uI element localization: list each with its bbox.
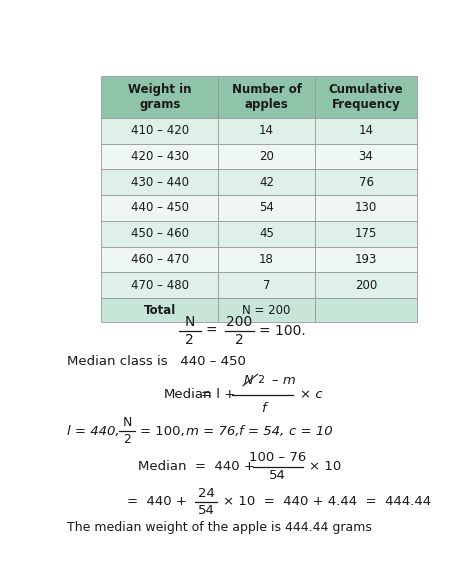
Text: × c: × c <box>300 388 322 401</box>
Text: 470 – 480: 470 – 480 <box>131 279 189 291</box>
Text: Median  =  440 +: Median = 440 + <box>138 460 255 473</box>
Text: Median class is   440 – 450: Median class is 440 – 450 <box>66 355 246 368</box>
Text: 42: 42 <box>259 176 274 189</box>
Text: 193: 193 <box>355 253 377 266</box>
Text: 24: 24 <box>198 487 215 500</box>
Text: = l +: = l + <box>201 388 235 401</box>
Text: 2: 2 <box>123 433 131 446</box>
Bar <box>101 247 219 272</box>
Text: 45: 45 <box>259 227 274 240</box>
Bar <box>219 76 315 118</box>
Bar <box>315 247 418 272</box>
Bar <box>315 118 418 143</box>
Bar <box>315 272 418 298</box>
Text: 200: 200 <box>226 315 252 329</box>
Bar <box>315 76 418 118</box>
Text: × 10: × 10 <box>309 460 341 473</box>
Bar <box>101 221 219 247</box>
Bar <box>315 169 418 195</box>
Bar <box>101 195 219 221</box>
Text: 76: 76 <box>358 176 374 189</box>
Text: 100 – 76: 100 – 76 <box>249 452 307 464</box>
Text: – m: – m <box>272 373 296 386</box>
Bar <box>101 76 219 118</box>
Text: 440 – 450: 440 – 450 <box>131 202 189 214</box>
Text: l = 440,: l = 440, <box>66 425 119 438</box>
Text: f: f <box>261 402 265 415</box>
Bar <box>101 298 219 323</box>
Text: Total: Total <box>144 304 176 317</box>
Text: =  440 +: = 440 + <box>127 495 187 509</box>
Text: 18: 18 <box>259 253 274 266</box>
Bar <box>315 195 418 221</box>
Text: 20: 20 <box>259 150 274 163</box>
Text: 2: 2 <box>258 375 265 385</box>
Text: 54: 54 <box>198 504 215 517</box>
Text: N: N <box>122 416 132 429</box>
Text: The median weight of the apple is 444.44 grams: The median weight of the apple is 444.44… <box>66 521 372 534</box>
Text: N: N <box>184 315 195 329</box>
Bar <box>219 221 315 247</box>
Text: 130: 130 <box>355 202 377 214</box>
Bar <box>101 143 219 169</box>
Bar <box>219 143 315 169</box>
Text: 7: 7 <box>263 279 270 291</box>
Text: 54: 54 <box>259 202 274 214</box>
Bar <box>219 169 315 195</box>
Bar <box>315 221 418 247</box>
Text: Weight in
grams: Weight in grams <box>128 83 191 111</box>
Bar <box>219 247 315 272</box>
Bar <box>219 118 315 143</box>
Bar <box>101 169 219 195</box>
Bar <box>219 298 315 323</box>
Bar <box>315 298 418 323</box>
Text: × 10  =  440 + 4.44  =  444.44: × 10 = 440 + 4.44 = 444.44 <box>223 495 431 509</box>
Text: 54: 54 <box>269 469 286 482</box>
Text: 460 – 470: 460 – 470 <box>131 253 189 266</box>
Text: Median: Median <box>164 388 212 401</box>
Text: 200: 200 <box>355 279 377 291</box>
Text: f = 54,: f = 54, <box>239 425 284 438</box>
Text: m = 76,: m = 76, <box>186 425 239 438</box>
Text: 2: 2 <box>235 334 244 347</box>
Text: 2: 2 <box>185 334 194 347</box>
Text: 430 – 440: 430 – 440 <box>131 176 189 189</box>
Bar <box>101 272 219 298</box>
Bar <box>219 272 315 298</box>
Text: 175: 175 <box>355 227 377 240</box>
Text: 34: 34 <box>359 150 374 163</box>
Bar <box>219 195 315 221</box>
Text: =: = <box>206 324 218 338</box>
Text: 14: 14 <box>358 124 374 137</box>
Text: 420 – 430: 420 – 430 <box>131 150 189 163</box>
Text: 410 – 420: 410 – 420 <box>131 124 189 137</box>
Text: = 100.: = 100. <box>259 324 306 338</box>
Text: = 100,: = 100, <box>140 425 185 438</box>
Text: N = 200: N = 200 <box>242 304 291 317</box>
Text: N: N <box>244 373 253 386</box>
Text: 14: 14 <box>259 124 274 137</box>
Text: Cumulative
Frequency: Cumulative Frequency <box>329 83 403 111</box>
Bar <box>101 118 219 143</box>
Bar <box>315 143 418 169</box>
Text: Number of
apples: Number of apples <box>232 83 301 111</box>
Text: 450 – 460: 450 – 460 <box>131 227 189 240</box>
Text: c = 10: c = 10 <box>289 425 332 438</box>
